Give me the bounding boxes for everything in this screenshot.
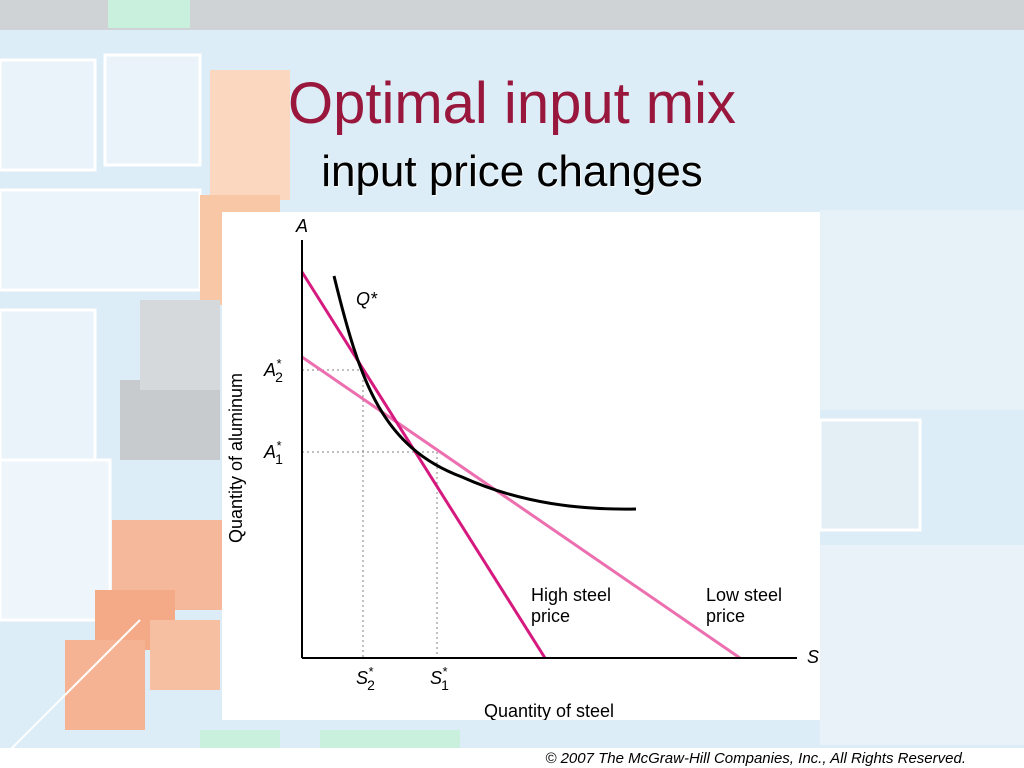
a1-label: A* 1 xyxy=(263,438,283,467)
s1-label: S* 1 xyxy=(430,664,449,693)
high-steel-price-line xyxy=(300,271,547,659)
x-axis-label: Quantity of steel xyxy=(484,701,614,720)
s2-label: S* 2 xyxy=(356,664,375,693)
figure-panel: A S Q* A* 2 A* 1 S* 2 S* 1 High steel price … xyxy=(222,212,820,720)
y-axis-label: Quantity of aluminum xyxy=(226,373,246,543)
isoquant-label: Q* xyxy=(356,289,378,309)
isoquant-diagram: A S Q* A* 2 A* 1 S* 2 S* 1 High steel price … xyxy=(226,216,819,720)
high-steel-price-label: High steel price xyxy=(531,585,616,626)
y-axis-letter: A xyxy=(295,216,308,236)
x-axis-letter: S xyxy=(807,647,819,667)
copyright-text: © 2007 The McGraw-Hill Companies, Inc., … xyxy=(545,750,966,767)
low-steel-price-label: Low steel price xyxy=(706,585,787,626)
isoquant-curve xyxy=(332,275,637,511)
copyright-bar: © 2007 The McGraw-Hill Companies, Inc., … xyxy=(0,748,1024,768)
slide-subtitle: input price changes xyxy=(321,147,703,196)
a2-label: A* 2 xyxy=(263,356,283,385)
slide-title: Optimal input mix xyxy=(287,71,737,136)
low-steel-price-line xyxy=(301,355,741,660)
